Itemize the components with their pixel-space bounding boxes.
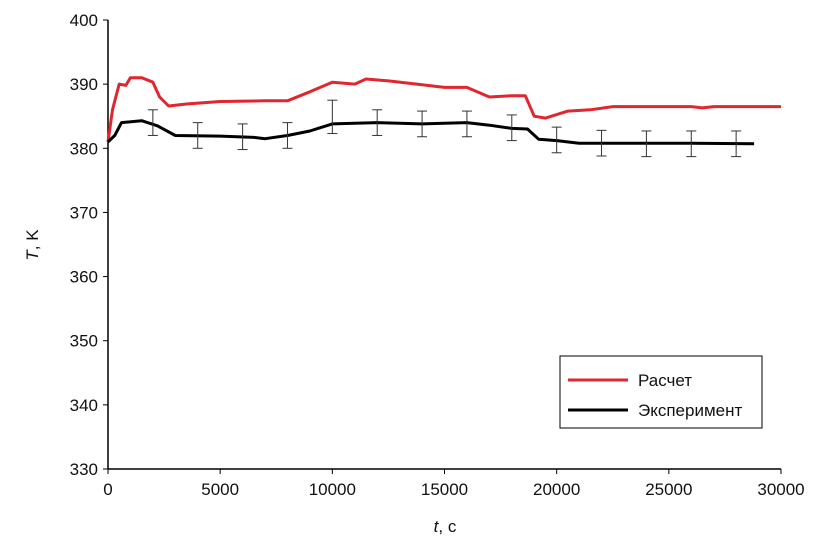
x-tick-label: 15000: [421, 480, 468, 499]
error-bar: [282, 122, 293, 149]
y-tick-label: 350: [70, 332, 98, 351]
y-tick-label: 340: [70, 396, 98, 415]
error-bar: [551, 126, 562, 154]
error-bar: [327, 99, 338, 135]
legend-label-exp: Эксперимент: [638, 401, 742, 420]
legend-label-calc: Расчет: [638, 371, 692, 390]
y-tick-label: 380: [70, 139, 98, 158]
error-bar: [192, 122, 203, 149]
error-bar: [686, 130, 697, 158]
error-bar: [417, 110, 428, 138]
y-tick-label: 390: [70, 75, 98, 94]
error-bar: [237, 123, 248, 151]
error-bar: [461, 110, 472, 138]
series-line-1: [106, 119, 755, 146]
legend: Расчет Эксперимент: [559, 355, 763, 429]
x-tick-label: 5000: [201, 480, 239, 499]
x-tick-label: 30000: [757, 480, 804, 499]
x-axis-label: t, с: [434, 517, 457, 536]
error-bar: [372, 109, 383, 136]
series-line-0: [106, 76, 781, 143]
error-bar: [147, 109, 158, 136]
x-tick-label: 20000: [533, 480, 580, 499]
x-tick-label: 25000: [645, 480, 692, 499]
y-tick-label: 330: [70, 460, 98, 479]
error-bar: [641, 130, 652, 158]
error-bar: [506, 114, 517, 142]
y-tick-label: 360: [70, 268, 98, 287]
y-axis-label: T, K: [23, 229, 42, 261]
x-tick-label: 10000: [309, 480, 356, 499]
error-bar: [596, 129, 607, 157]
error-bar: [731, 130, 742, 158]
y-tick-label: 400: [70, 11, 98, 30]
x-tick-label: 0: [103, 480, 112, 499]
y-tick-label: 370: [70, 203, 98, 222]
